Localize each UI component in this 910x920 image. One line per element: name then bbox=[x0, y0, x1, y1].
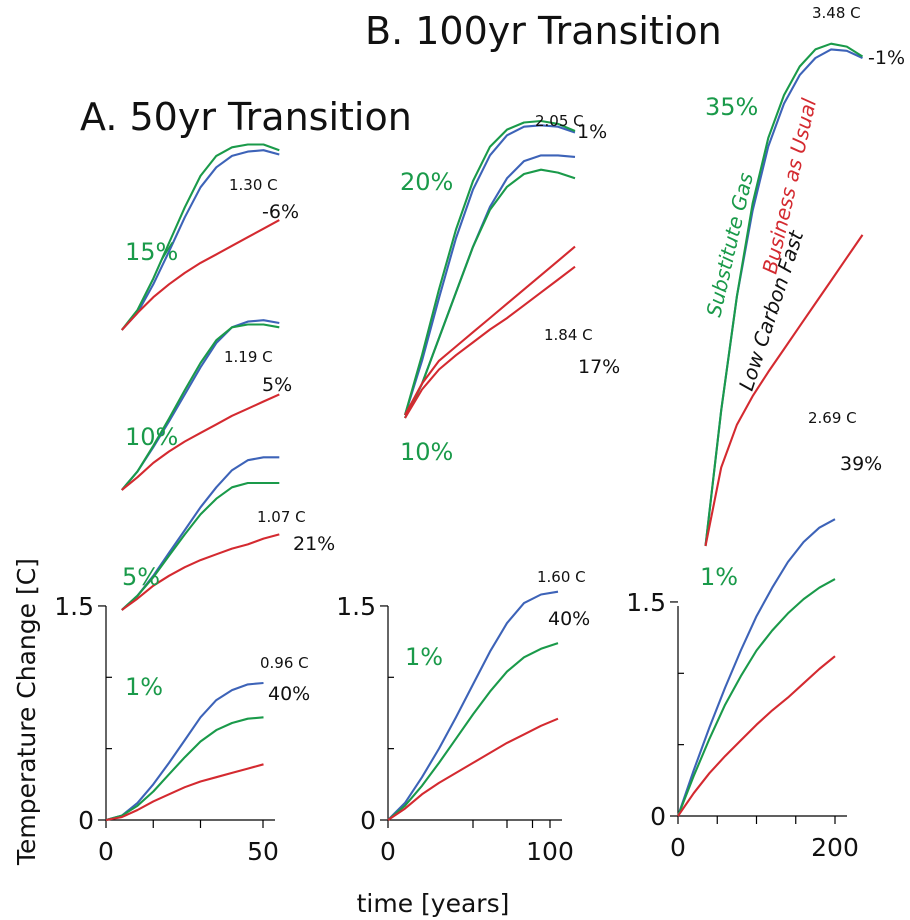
scenario-35: 35% 3.48 C -1% bbox=[704, 4, 905, 547]
series-low-carbon-fast bbox=[677, 518, 836, 817]
panels: 0 1.5 0 50 1% 0.96 C 40% 5% 1.07 C 21% 10% 1.19 C 5%… bbox=[54, 4, 905, 866]
peak-label: 1.60 C bbox=[537, 568, 586, 586]
x-axis-label: time [years] bbox=[357, 889, 510, 918]
percent-label: -1% bbox=[868, 47, 905, 69]
scenario-10: 10% 1.84 C 17% bbox=[400, 154, 620, 466]
scenario-label: 15% bbox=[125, 238, 178, 266]
scenario-20: 20% 2.05 C1% bbox=[400, 112, 607, 416]
series-low-carbon-fast bbox=[121, 149, 280, 331]
scenario-label: 1% bbox=[700, 563, 738, 591]
peak-label: 0.96 C bbox=[260, 654, 309, 672]
scenario-label: 10% bbox=[400, 438, 453, 466]
percent-label: 5% bbox=[262, 374, 292, 396]
series-substitute-gas bbox=[121, 481, 280, 611]
scenario-label: 5% bbox=[122, 563, 160, 591]
peak-label: 2.69 C bbox=[808, 409, 857, 427]
series-substitute-gas bbox=[677, 578, 836, 817]
series-substitute-gas bbox=[105, 716, 264, 822]
y-tick-label: 0 bbox=[78, 806, 94, 835]
panel-3: 0 1.5 0 200 1% 2.69 C 39% 35% 3.48 C -1% bbox=[626, 4, 905, 862]
scenario-label: 10% bbox=[125, 423, 178, 451]
series-business-as-usual bbox=[121, 219, 280, 331]
y-tick-label: 1.5 bbox=[54, 592, 94, 621]
series-substitute-gas bbox=[403, 119, 576, 416]
y-tick-label: 0 bbox=[650, 802, 666, 831]
x-tick-label: 0 bbox=[670, 833, 686, 862]
percent-label: 17% bbox=[578, 356, 620, 378]
scenario-label: 20% bbox=[400, 168, 453, 196]
scenario-10: 10% 1.19 C 5% bbox=[120, 319, 292, 491]
y-tick-label: 1.5 bbox=[626, 588, 666, 617]
scenario-1: 1% 2.69 C 39% bbox=[677, 409, 882, 817]
percent-label: 40% bbox=[548, 608, 590, 630]
series-business-as-usual bbox=[404, 265, 576, 419]
scenario-label: 1% bbox=[125, 673, 163, 701]
series-business-as-usual bbox=[121, 393, 280, 491]
x-tick-label: 0 bbox=[380, 837, 396, 866]
y-tick-label: 0 bbox=[360, 806, 376, 835]
series-business-as-usual bbox=[677, 655, 836, 817]
percent-label: 39% bbox=[840, 453, 882, 475]
scenario-label: 1% bbox=[405, 643, 443, 671]
peak-label: 1.30 C bbox=[229, 176, 278, 194]
panel-1: 0 1.5 0 50 1% 0.96 C 40% 5% 1.07 C 21% 10% 1.19 C 5%… bbox=[54, 143, 335, 866]
series-substitute-gas bbox=[387, 642, 559, 821]
series-business-as-usual bbox=[121, 533, 280, 611]
x-tick-label: 50 bbox=[247, 837, 279, 866]
title-b: B. 100yr Transition bbox=[365, 9, 722, 53]
series-substitute-gas bbox=[120, 143, 280, 331]
title-a: A. 50yr Transition bbox=[80, 95, 412, 139]
series-low-carbon-fast bbox=[105, 681, 264, 822]
y-axis-label: Temperature Change [C] bbox=[12, 558, 41, 866]
legend-substitute-gas: Substitute Gas bbox=[701, 170, 757, 319]
series-low-carbon-fast bbox=[403, 124, 576, 416]
series-substitute-gas bbox=[120, 323, 280, 491]
series-business-as-usual bbox=[704, 234, 864, 547]
scenario-1: 1% 1.60 C 40% bbox=[387, 568, 590, 821]
series-substitute-gas bbox=[404, 168, 576, 419]
percent-label: 40% bbox=[268, 683, 310, 705]
series-business-as-usual bbox=[404, 245, 576, 416]
percent-label: 1% bbox=[577, 121, 607, 143]
peak-label: 1.19 C bbox=[224, 348, 273, 366]
panel-2: 0 1.5 0 100 1% 1.60 C 40% 10% 1.84 C 17% 20% 2.05 C… bbox=[336, 112, 620, 866]
percent-label: -6% bbox=[262, 201, 299, 223]
x-tick-label: 0 bbox=[98, 837, 114, 866]
peak-label: 2.05 C bbox=[535, 112, 584, 130]
x-tick-label: 100 bbox=[526, 837, 574, 866]
peak-label: 1.84 C bbox=[544, 326, 593, 344]
series-low-carbon-fast bbox=[387, 590, 559, 821]
peak-label: 3.48 C bbox=[812, 4, 861, 22]
peak-label: 1.07 C bbox=[257, 508, 306, 526]
percent-label: 21% bbox=[293, 533, 335, 555]
x-tick-label: 200 bbox=[811, 833, 859, 862]
scenario-15: 15% 1.30 C -6% bbox=[120, 143, 299, 331]
scenario-label: 35% bbox=[705, 93, 758, 121]
y-tick-label: 1.5 bbox=[336, 592, 376, 621]
scenario-1: 1% 0.96 C 40% bbox=[105, 654, 310, 822]
scenario-5: 5% 1.07 C 21% bbox=[121, 456, 335, 611]
series-substitute-gas bbox=[704, 42, 864, 547]
series-business-as-usual bbox=[105, 763, 264, 822]
series-business-as-usual bbox=[387, 717, 559, 821]
